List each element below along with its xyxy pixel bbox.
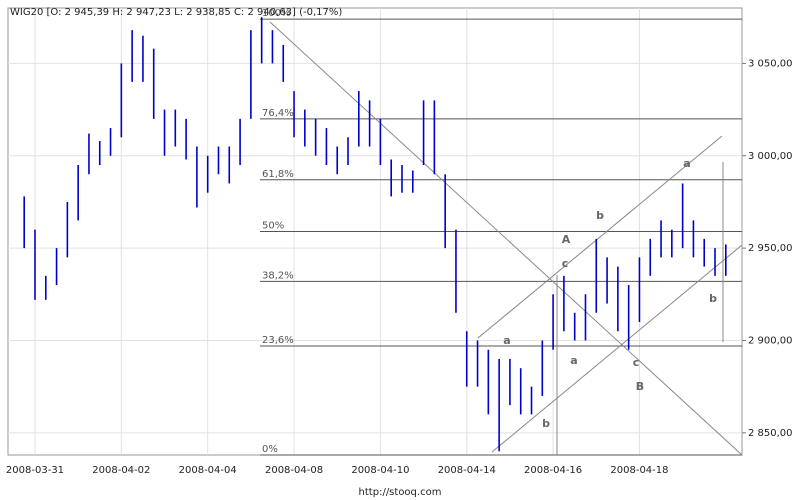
y-tick-label: 2 950,00 [748, 243, 793, 254]
wave-label: a [503, 334, 510, 347]
wave-label: B [636, 380, 644, 393]
x-tick-label: 2008-03-31 [6, 465, 64, 476]
fib-label: 61,8% [262, 169, 294, 180]
fib-label: 23,6% [262, 335, 294, 346]
wave-label: c [562, 257, 569, 270]
channel-lower [491, 244, 743, 453]
footer: http://stooq.com [359, 487, 442, 498]
wave-label: a [570, 354, 577, 367]
y-tick-label: 2 900,00 [748, 335, 793, 346]
chart-title: WIG20 [O: 2 945,39 H: 2 947,23 L: 2 938,… [10, 7, 342, 18]
fan-line [269, 21, 743, 456]
y-tick-label: 2 850,00 [748, 428, 793, 439]
fib-label: 50% [262, 221, 284, 232]
fib-label: 38,2% [262, 270, 294, 281]
trend-lines [269, 21, 743, 456]
x-tick-label: 2008-04-18 [610, 465, 668, 476]
x-tick-label: 2008-04-02 [92, 465, 150, 476]
wave-label: b [596, 209, 604, 222]
fib-label: 0% [262, 444, 278, 455]
fib-label: 100% [262, 8, 291, 19]
x-tick-label: 2008-04-14 [438, 465, 496, 476]
channel-upper [477, 135, 723, 339]
x-tick-label: 2008-04-04 [179, 465, 237, 476]
x-tick-label: 2008-04-10 [351, 465, 409, 476]
wave-label: A [562, 233, 571, 246]
x-tick-label: 2008-04-08 [265, 465, 323, 476]
wave-label: b [709, 292, 717, 305]
wave-label: a [683, 157, 690, 170]
x-tick-label: 2008-04-16 [524, 465, 582, 476]
y-tick-label: 3 050,00 [748, 58, 793, 69]
fib-label: 76,4% [262, 108, 294, 119]
wave-label: b [542, 417, 550, 430]
wave-label: c [633, 356, 640, 369]
y-tick-label: 3 000,00 [748, 151, 793, 162]
